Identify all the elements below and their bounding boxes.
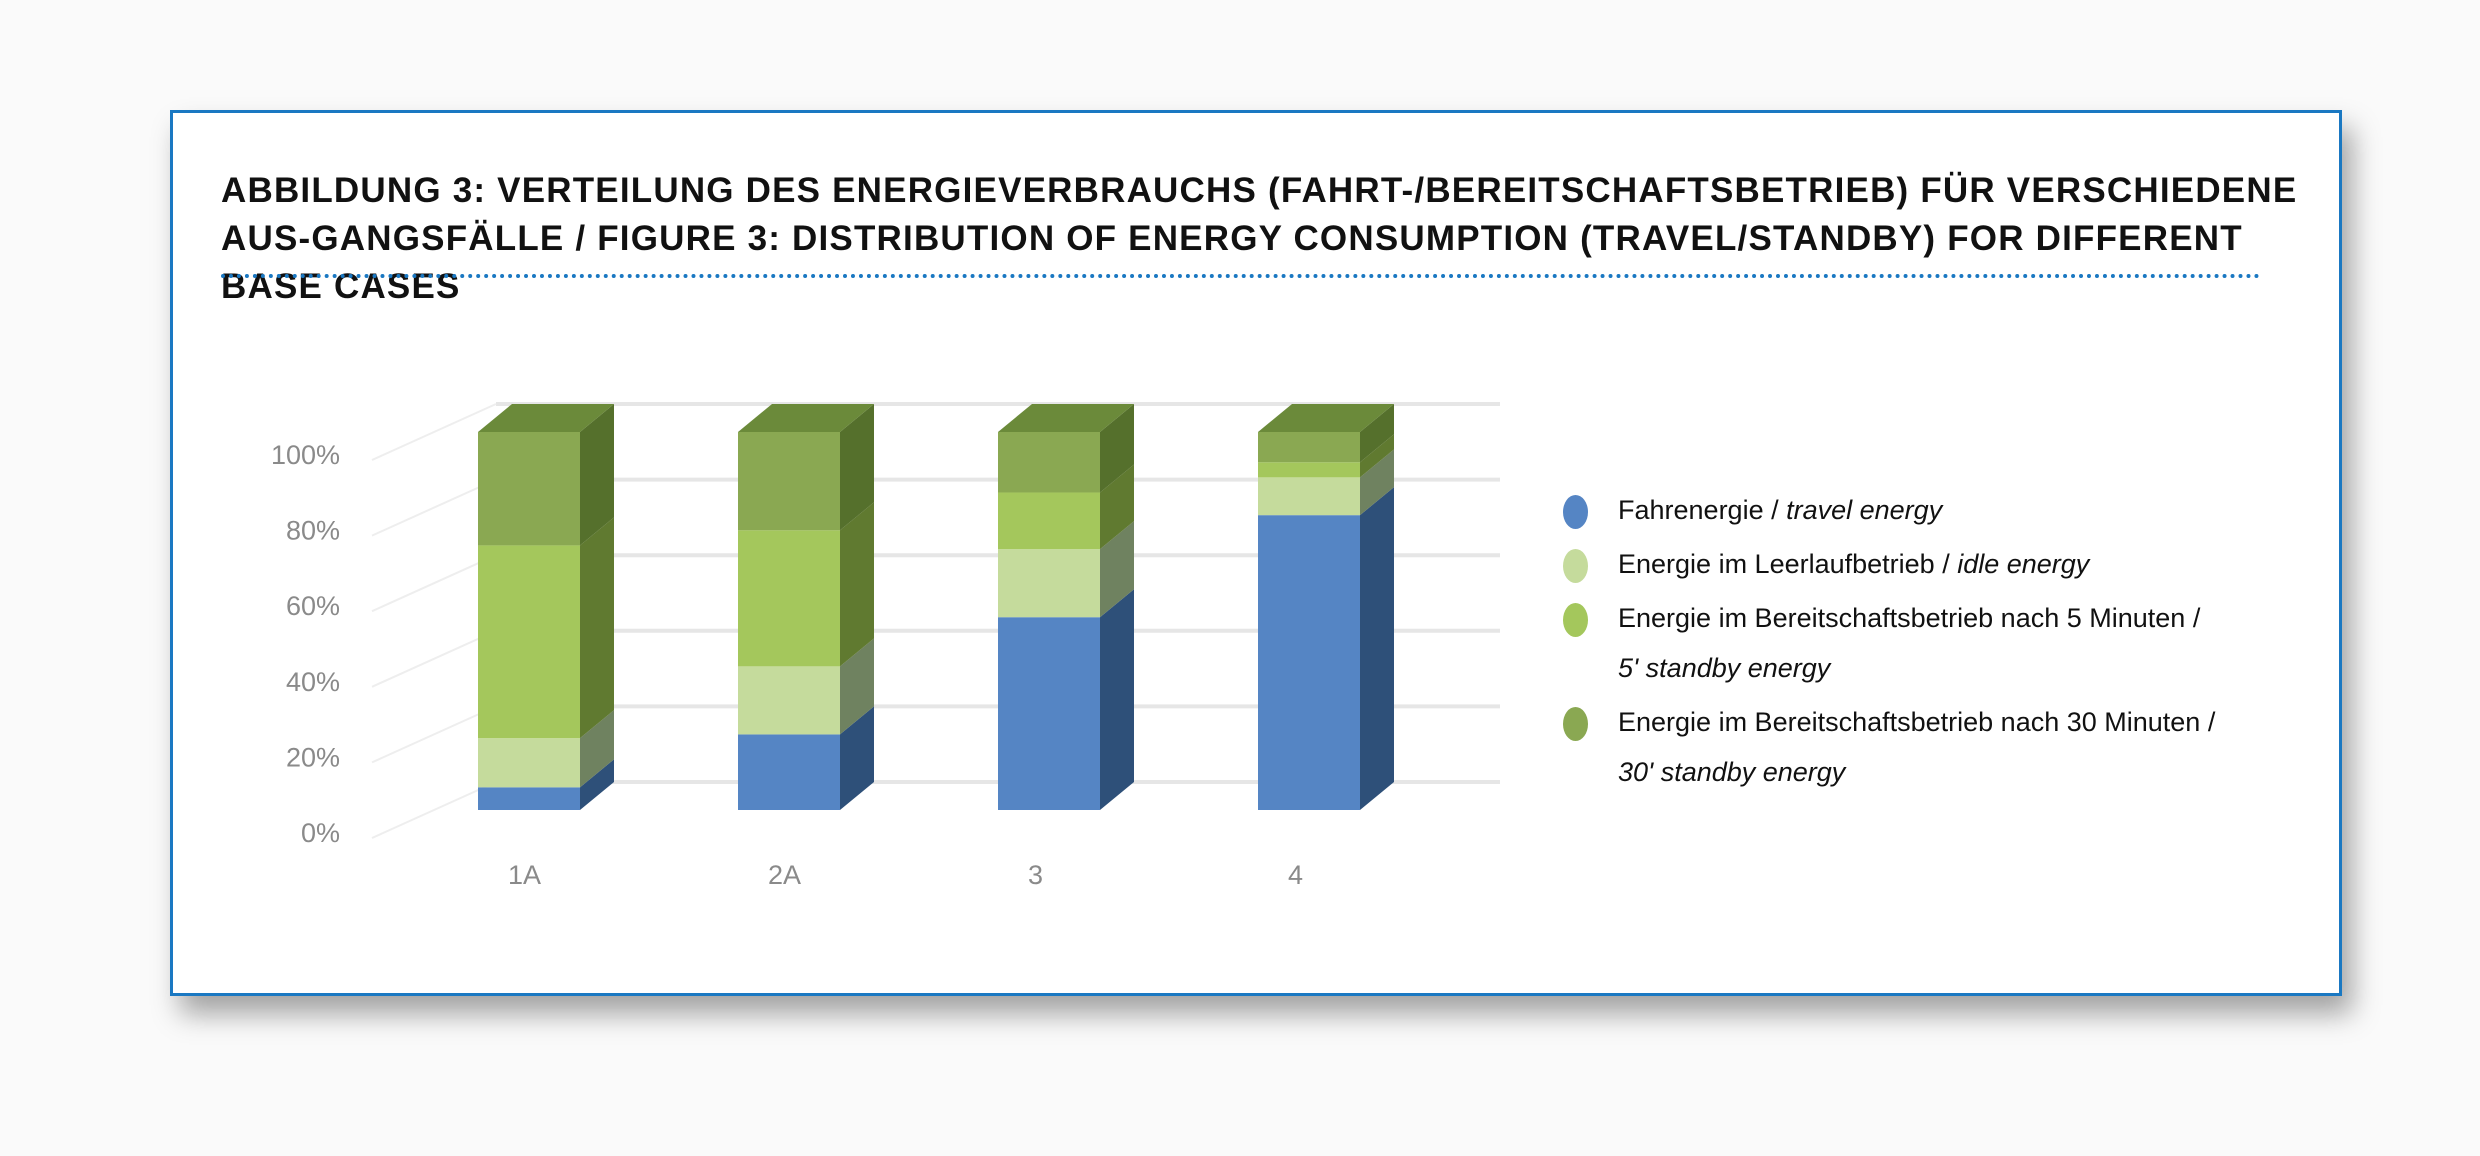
bar-segment xyxy=(478,738,580,788)
legend-swatch xyxy=(1563,549,1588,583)
grid-depth-line xyxy=(371,629,497,688)
bar-segment xyxy=(998,432,1100,493)
x-tick-label: 4 xyxy=(1288,860,1303,890)
bar-segment-side xyxy=(840,638,874,735)
bar-segment-side xyxy=(580,517,614,739)
legend-label: Fahrenergie xyxy=(1618,495,1764,525)
legend-label-en: travel energy xyxy=(1786,495,1943,525)
bar-segment xyxy=(738,666,840,735)
bar-segment-side xyxy=(1360,487,1394,810)
y-tick-label: 20% xyxy=(286,742,340,772)
chart-legend: Fahrenergie / travel energy Energie im L… xyxy=(1563,493,2258,809)
legend-label-en: idle energy xyxy=(1957,549,2090,579)
bar-segment xyxy=(478,787,580,810)
bar-segment-side xyxy=(840,404,874,531)
bar-segment xyxy=(998,492,1100,550)
legend-label: Energie im Leerlaufbetrieb xyxy=(1618,549,1935,579)
grid-depth-line xyxy=(371,781,497,839)
legend-sep: / xyxy=(1934,549,1958,579)
bar-segment xyxy=(1258,462,1360,478)
y-tick-label: 80% xyxy=(286,516,340,546)
grid-depth-line xyxy=(371,478,497,537)
x-tick-label: 1A xyxy=(508,860,541,890)
bar-top xyxy=(998,404,1134,432)
bar-top xyxy=(738,404,874,432)
legend-swatch xyxy=(1563,707,1588,741)
bar-segment-side xyxy=(1360,449,1394,516)
bar-segment-side xyxy=(840,502,874,667)
legend-item-idle: Energie im Leerlaufbetrieb / idle energy xyxy=(1563,547,2258,589)
bar-segment xyxy=(478,545,580,739)
y-tick-label: 60% xyxy=(286,591,340,621)
figure-title: ABBILDUNG 3: VERTEILUNG DES ENERGIEVERBR… xyxy=(221,171,2298,306)
legend-item-travel: Fahrenergie / travel energy xyxy=(1563,493,2258,535)
legend-label-en: 5' standby energy xyxy=(1618,653,1831,683)
y-tick-label: 0% xyxy=(301,818,340,848)
legend-swatch xyxy=(1563,603,1588,637)
legend-label-en: 30' standby energy xyxy=(1618,757,1846,787)
x-tick-label: 2A xyxy=(768,860,801,890)
bar-segment-side xyxy=(580,404,614,546)
bar-segment-side xyxy=(1100,589,1134,810)
bar-segment xyxy=(1258,515,1360,810)
grid-depth-line xyxy=(371,705,497,764)
bar-segment-side xyxy=(580,710,614,788)
legend-label: Energie im Bereitschaftsbetrieb nach 5 M… xyxy=(1618,603,2186,633)
bar-segment xyxy=(738,530,840,667)
y-tick-label: 100% xyxy=(271,440,340,470)
legend-sep: / xyxy=(2185,603,2201,633)
y-tick-label: 40% xyxy=(286,667,340,697)
bar-segment-side xyxy=(1100,404,1134,493)
legend-label: Energie im Bereitschaftsbetrieb nach 30 … xyxy=(1618,707,2201,737)
legend-sep: / xyxy=(2200,707,2216,737)
bar-segment xyxy=(998,617,1100,810)
bar-segment xyxy=(1258,432,1360,463)
grid-depth-line xyxy=(371,403,497,461)
legend-swatch xyxy=(1563,495,1588,529)
bar-segment xyxy=(478,432,580,546)
bar-segment-side xyxy=(1360,434,1394,478)
bar-top xyxy=(1258,404,1394,432)
bar-segment xyxy=(738,432,840,531)
legend-sep: / xyxy=(1763,495,1787,525)
bar-segment-side xyxy=(580,759,614,810)
bar-top xyxy=(478,404,614,432)
legend-item-standby-5: Energie im Bereitschaftsbetrieb nach 5 M… xyxy=(1563,601,2258,693)
bar-segment xyxy=(998,549,1100,618)
bar-segment xyxy=(1258,477,1360,516)
bar-segment-side xyxy=(1100,464,1134,550)
bar-segment-side xyxy=(1360,404,1394,463)
x-tick-label: 3 xyxy=(1028,860,1043,890)
legend-item-standby-30: Energie im Bereitschaftsbetrieb nach 30 … xyxy=(1563,705,2258,797)
bar-segment-side xyxy=(840,706,874,810)
grid-depth-line xyxy=(371,554,497,613)
bar-segment xyxy=(738,734,840,810)
dotted-divider xyxy=(221,274,2261,278)
bar-segment-side xyxy=(1100,521,1134,618)
